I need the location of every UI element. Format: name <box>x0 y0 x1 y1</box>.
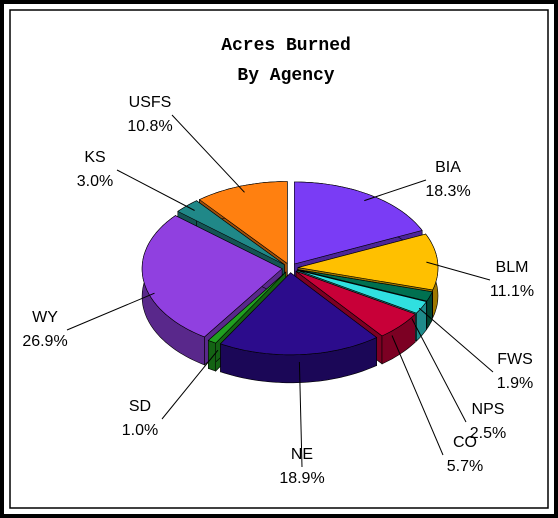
slice-value-label: 3.0% <box>77 173 113 190</box>
slice <box>198 181 288 265</box>
slice <box>207 271 287 344</box>
slice <box>296 269 427 314</box>
slice-value-label: 11.1% <box>490 283 534 300</box>
slice-label: WY <box>32 309 58 326</box>
leader-line <box>161 349 219 420</box>
slice-label: SD <box>129 398 151 415</box>
inner-frame <box>9 9 549 509</box>
slice-value-label: 26.9% <box>22 333 67 350</box>
slice-value-label: 1.9% <box>497 375 533 392</box>
slice <box>177 200 285 265</box>
slice-value-label: 5.7% <box>447 458 483 475</box>
slice-label: USFS <box>129 94 172 111</box>
slice-label: BIA <box>435 159 461 176</box>
slice <box>141 215 283 338</box>
slice-value-label: 18.9% <box>279 470 324 487</box>
slice-value-label: 2.5% <box>470 425 506 442</box>
leader-line <box>171 114 245 193</box>
slice <box>294 181 423 265</box>
slice <box>297 269 433 302</box>
leader-line <box>298 361 303 468</box>
slice <box>295 270 416 337</box>
slice-value-label: 10.8% <box>127 118 172 135</box>
slice-label: KS <box>84 149 105 166</box>
leader-line <box>391 335 444 456</box>
leader-line <box>418 307 494 373</box>
slice-wall <box>208 339 216 372</box>
chart-subtitle: By Agency <box>237 66 334 86</box>
leader-line <box>364 179 427 202</box>
leader-line <box>116 169 195 211</box>
slice <box>219 272 378 356</box>
leader-line <box>411 318 467 423</box>
slice-label: FWS <box>497 351 533 368</box>
chart-title: Acres Burned <box>221 36 351 56</box>
leader-line <box>426 261 491 281</box>
slice-value-label: 18.3% <box>425 183 470 200</box>
slice-value-label: 1.0% <box>122 422 158 439</box>
slice <box>297 233 439 291</box>
slice-label: CO <box>453 434 477 451</box>
slice-label: BLM <box>496 259 529 276</box>
slice-label: NPS <box>472 401 505 418</box>
slice-label: NE <box>291 446 313 463</box>
leader-line <box>66 292 155 331</box>
